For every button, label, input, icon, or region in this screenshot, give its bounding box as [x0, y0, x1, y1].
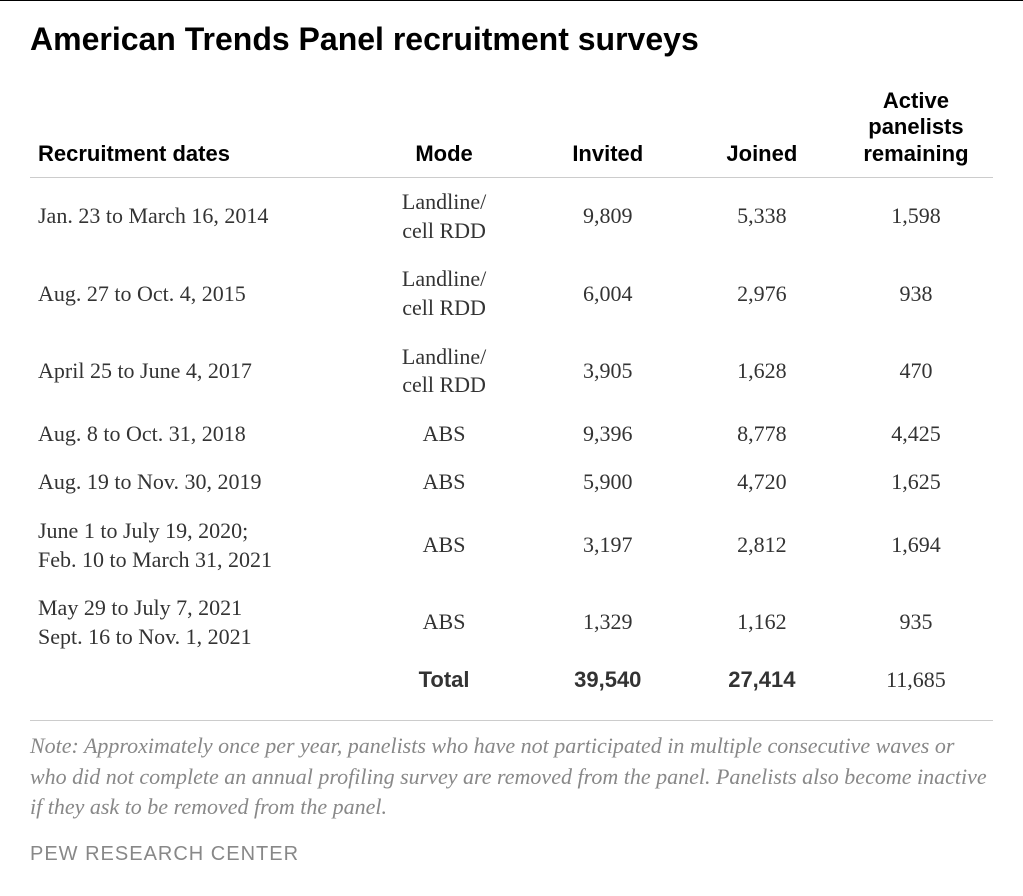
page-title: American Trends Panel recruitment survey…	[30, 21, 993, 58]
cell-invited: 3,197	[531, 507, 685, 584]
cell-total-label: Total	[357, 661, 530, 705]
cell-mode: Landline/ cell RDD	[357, 178, 530, 256]
header-row: Recruitment dates Mode Invited Joined Ac…	[30, 78, 993, 178]
cell-total-active: 11,685	[839, 661, 993, 705]
cell-dates: May 29 to July 7, 2021 Sept. 16 to Nov. …	[30, 584, 357, 661]
header-active-line3: remaining	[863, 141, 968, 166]
cell-mode: ABS	[357, 410, 530, 459]
cell-joined: 4,720	[685, 458, 839, 507]
cell-mode: Landline/ cell RDD	[357, 255, 530, 332]
table-row: Jan. 23 to March 16, 2014 Landline/ cell…	[30, 178, 993, 256]
table-row: Aug. 27 to Oct. 4, 2015 Landline/ cell R…	[30, 255, 993, 332]
cell-dates: Aug. 8 to Oct. 31, 2018	[30, 410, 357, 459]
table-row: Aug. 19 to Nov. 30, 2019 ABS 5,900 4,720…	[30, 458, 993, 507]
table-row: June 1 to July 19, 2020; Feb. 10 to Marc…	[30, 507, 993, 584]
cell-active: 1,694	[839, 507, 993, 584]
header-invited: Invited	[531, 78, 685, 178]
cell-joined: 1,628	[685, 333, 839, 410]
cell-joined: 2,812	[685, 507, 839, 584]
cell-invited: 9,809	[531, 178, 685, 256]
cell-empty	[30, 661, 357, 705]
cell-active: 470	[839, 333, 993, 410]
table-row: April 25 to June 4, 2017 Landline/ cell …	[30, 333, 993, 410]
cell-joined: 8,778	[685, 410, 839, 459]
cell-joined: 5,338	[685, 178, 839, 256]
header-joined: Joined	[685, 78, 839, 178]
header-mode: Mode	[357, 78, 530, 178]
source-text: PEW RESEARCH CENTER	[30, 843, 993, 866]
cell-dates: June 1 to July 19, 2020; Feb. 10 to Marc…	[30, 507, 357, 584]
table-row: May 29 to July 7, 2021 Sept. 16 to Nov. …	[30, 584, 993, 661]
header-dates: Recruitment dates	[30, 78, 357, 178]
cell-dates: April 25 to June 4, 2017	[30, 333, 357, 410]
cell-invited: 3,905	[531, 333, 685, 410]
cell-mode: ABS	[357, 584, 530, 661]
cell-active: 4,425	[839, 410, 993, 459]
cell-active: 1,598	[839, 178, 993, 256]
cell-mode: ABS	[357, 507, 530, 584]
cell-invited: 1,329	[531, 584, 685, 661]
table-row: Aug. 8 to Oct. 31, 2018 ABS 9,396 8,778 …	[30, 410, 993, 459]
cell-invited: 5,900	[531, 458, 685, 507]
cell-mode: Landline/ cell RDD	[357, 333, 530, 410]
cell-dates: Jan. 23 to March 16, 2014	[30, 178, 357, 256]
header-active-line2: panelists	[868, 114, 963, 139]
cell-invited: 6,004	[531, 255, 685, 332]
cell-active: 935	[839, 584, 993, 661]
cell-joined: 1,162	[685, 584, 839, 661]
cell-mode: ABS	[357, 458, 530, 507]
recruitment-table: Recruitment dates Mode Invited Joined Ac…	[30, 78, 993, 705]
cell-invited: 9,396	[531, 410, 685, 459]
cell-active: 1,625	[839, 458, 993, 507]
cell-dates: Aug. 27 to Oct. 4, 2015	[30, 255, 357, 332]
note-text: Note: Approximately once per year, panel…	[30, 720, 993, 823]
cell-joined: 2,976	[685, 255, 839, 332]
table-container: American Trends Panel recruitment survey…	[0, 0, 1023, 896]
cell-total-joined: 27,414	[685, 661, 839, 705]
cell-total-invited: 39,540	[531, 661, 685, 705]
total-row: Total 39,540 27,414 11,685	[30, 661, 993, 705]
cell-dates: Aug. 19 to Nov. 30, 2019	[30, 458, 357, 507]
cell-active: 938	[839, 255, 993, 332]
header-active-line1: Active	[883, 88, 949, 113]
header-active: Active panelists remaining	[839, 78, 993, 178]
